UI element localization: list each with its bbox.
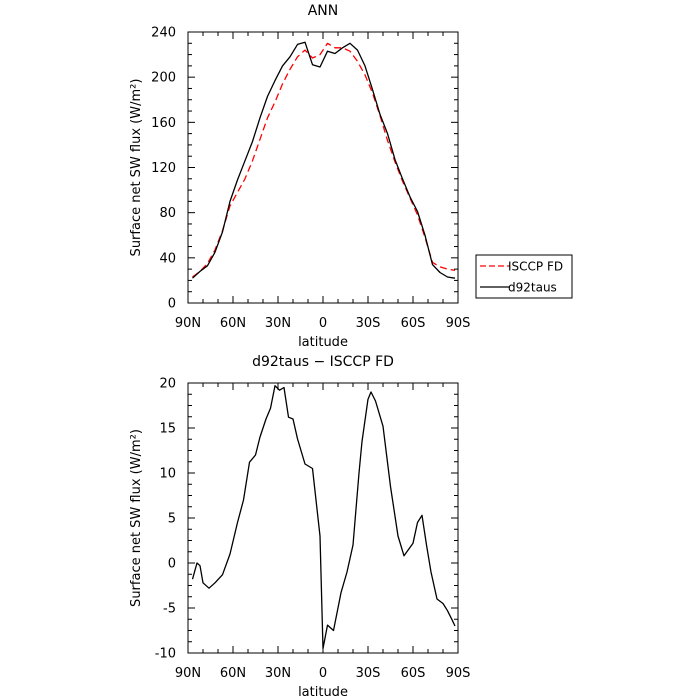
legend-label: ISCCP FD [508, 260, 563, 274]
series-line-difference [191, 385, 456, 650]
series-line-isccp-fd [192, 42, 456, 278]
y-tick-label: 15 [159, 422, 176, 437]
x-tick-label: 90N [175, 666, 201, 681]
chart-title: d92taus − ISCCP FD [252, 354, 394, 370]
y-tick-label: -5 [163, 602, 176, 617]
y-tick-label: 0 [168, 297, 176, 312]
x-axis-label: latitude [298, 685, 348, 700]
y-tick-label: 10 [159, 467, 176, 482]
x-axis-label: latitude [298, 335, 348, 350]
plot-frame [187, 382, 459, 654]
y-tick-label: 200 [151, 71, 176, 86]
x-tick-label: 60S [401, 316, 426, 331]
x-tick-label: 60N [220, 666, 246, 681]
chart-title: ANN [308, 3, 339, 19]
x-tick-label: 60S [401, 666, 426, 681]
x-tick-label: 0 [319, 316, 327, 331]
y-tick-label: 80 [159, 206, 176, 221]
y-tick-label: -10 [155, 647, 176, 662]
x-tick-label: 30N [265, 316, 291, 331]
y-tick-label: 20 [159, 377, 176, 392]
annual-flux-chart: 0 40 80 120 160 200 240 90N 60N 30N 0 30S 60S 90S ANN l… [129, 3, 573, 350]
legend-label: d92taus [508, 281, 557, 295]
y-tick-label: 0 [168, 557, 176, 572]
legend-box [475, 254, 573, 299]
x-tick-label: 30N [265, 666, 291, 681]
difference-chart: -10 -5 0 5 10 15 20 90N 60N 30N 0 30S 60S 90S d92taus … [129, 354, 470, 700]
legend: ISCCP FD d92taus [475, 254, 573, 299]
y-tick-label: 120 [151, 161, 176, 176]
x-tick-label: 60N [220, 316, 246, 331]
x-tick-label: 90N [175, 316, 201, 331]
y-tick-label: 5 [168, 512, 176, 527]
y-tick-label: 160 [151, 116, 176, 131]
series-line-d92taus [192, 41, 456, 279]
y-tick-label: 40 [159, 251, 176, 266]
x-tick-label: 30S [356, 666, 381, 681]
y-axis-label: Surface net SW flux (W/m²) [129, 79, 144, 257]
plot-frame [187, 31, 459, 304]
x-tick-label: 90S [446, 316, 471, 331]
y-tick-label: 240 [151, 26, 176, 41]
x-tick-label: 0 [319, 666, 327, 681]
x-tick-label: 90S [446, 666, 471, 681]
y-axis-label: Surface net SW flux (W/m²) [129, 429, 144, 607]
x-tick-label: 30S [356, 316, 381, 331]
